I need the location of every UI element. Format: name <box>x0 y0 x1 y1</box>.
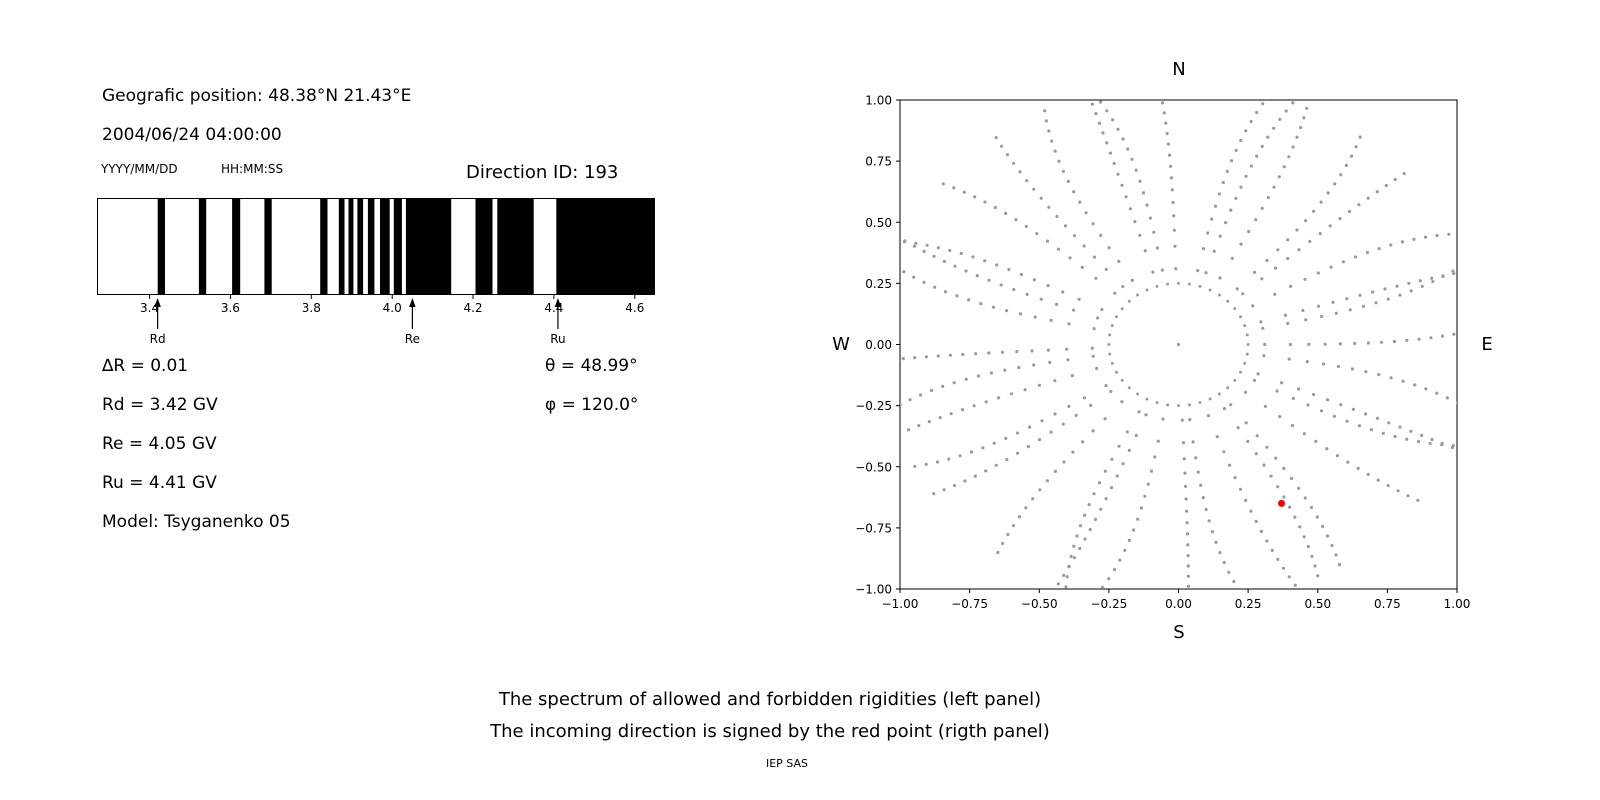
ru-value: Ru = 4.41 GV <box>102 473 217 493</box>
svg-text:Ru: Ru <box>550 332 565 346</box>
datetime-label: 2004/06/24 04:00:00 <box>102 125 282 145</box>
svg-text:4.2: 4.2 <box>463 301 482 315</box>
caption-line-2: The incoming direction is signed by the … <box>490 721 1050 742</box>
model-label: Model: Tsyganenko 05 <box>102 512 291 532</box>
svg-text:3.4: 3.4 <box>140 301 159 315</box>
caption-line-1: The spectrum of allowed and forbidden ri… <box>498 689 1042 710</box>
svg-text:4.4: 4.4 <box>544 301 563 315</box>
svg-text:1.00: 1.00 <box>1444 597 1471 611</box>
svg-text:3.6: 3.6 <box>221 301 240 315</box>
theta-value: θ = 48.99° <box>545 356 638 376</box>
compass-label-west: W <box>832 334 850 355</box>
svg-text:−0.50: −0.50 <box>1021 597 1058 611</box>
svg-text:0.75: 0.75 <box>865 155 892 169</box>
svg-text:0.75: 0.75 <box>1374 597 1401 611</box>
compass-label-east: E <box>1481 334 1493 355</box>
svg-text:0.25: 0.25 <box>865 277 892 291</box>
compass-label-north: N <box>1172 59 1186 80</box>
compass-label-south: S <box>1173 622 1185 643</box>
svg-text:1.00: 1.00 <box>865 94 892 108</box>
svg-text:−0.50: −0.50 <box>855 460 892 474</box>
rd-value: Rd = 3.42 GV <box>102 395 218 415</box>
credit-label: IEP SAS <box>765 757 809 770</box>
svg-text:Rd: Rd <box>150 332 166 346</box>
svg-text:−0.25: −0.25 <box>1091 597 1128 611</box>
svg-text:0.00: 0.00 <box>865 338 892 352</box>
svg-text:−0.75: −0.75 <box>855 521 892 535</box>
svg-text:−0.25: −0.25 <box>855 399 892 413</box>
date-format-label: YYYY/MM/DD <box>101 162 178 176</box>
rigidity-spectrum-chart: 3.4 3.6 3.8 4.0 4.2 4.4 4.6 Rd Re Ru <box>97 198 655 346</box>
svg-text:0.25: 0.25 <box>1235 597 1262 611</box>
svg-text:−1.00: −1.00 <box>855 583 892 597</box>
svg-text:4.0: 4.0 <box>383 301 402 315</box>
re-value: Re = 4.05 GV <box>102 434 217 454</box>
direction-id-label: Direction ID: 193 <box>466 162 619 183</box>
svg-text:Re: Re <box>405 332 420 346</box>
direction-plot: −1.00 −0.75 −0.50 −0.25 0.00 0.25 0.50 0.75 1.00… <box>855 94 1471 612</box>
svg-text:4.6: 4.6 <box>625 301 644 315</box>
svg-text:−0.75: −0.75 <box>951 597 988 611</box>
svg-text:0.50: 0.50 <box>865 216 892 230</box>
svg-text:3.8: 3.8 <box>302 301 321 315</box>
delta-r-value: ∆R = 0.01 <box>102 356 189 376</box>
svg-text:0.00: 0.00 <box>1165 597 1192 611</box>
svg-text:0.50: 0.50 <box>1304 597 1331 611</box>
geographic-position-label: Geografic position: 48.38°N 21.43°E <box>102 86 412 106</box>
phi-value: φ = 120.0° <box>545 395 639 415</box>
time-format-label: HH:MM:SS <box>221 162 284 176</box>
svg-text:−1.00: −1.00 <box>882 597 919 611</box>
